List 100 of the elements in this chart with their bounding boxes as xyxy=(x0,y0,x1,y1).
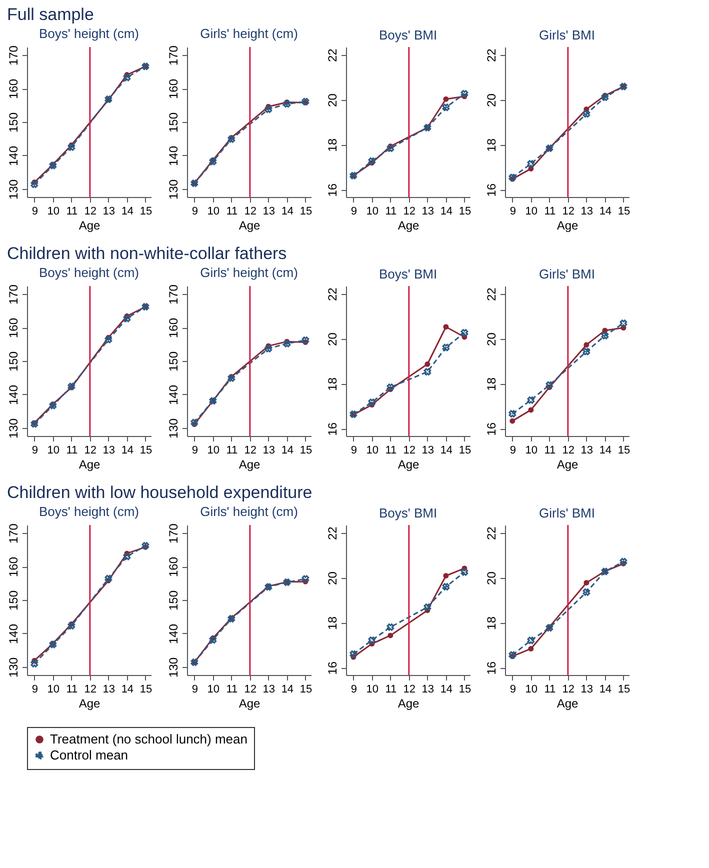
x-axis-title: Age xyxy=(78,458,100,472)
x-axis-title: Age xyxy=(398,458,420,472)
y-tick-label: 20 xyxy=(326,93,340,107)
y-tick-label: 150 xyxy=(166,112,180,133)
x-tick-label: 14 xyxy=(599,684,612,696)
y-tick-label: 150 xyxy=(166,590,180,611)
x-tick-label: 12 xyxy=(84,206,97,218)
x-tick-label: 9 xyxy=(510,444,516,456)
x-tick-label: 11 xyxy=(385,206,397,218)
x-tick-label: 11 xyxy=(226,444,238,456)
x-tick-label: 14 xyxy=(121,684,134,696)
x-axis-title: Age xyxy=(556,696,578,710)
x-tick-label: 9 xyxy=(350,206,357,218)
x-tick-label: 9 xyxy=(192,684,198,696)
x-axis-title: Age xyxy=(238,458,260,472)
x-tick-label: 11 xyxy=(385,444,397,456)
x-tick-label: 14 xyxy=(281,206,294,218)
y-tick-label: 170 xyxy=(166,523,180,544)
x-tick-label: 13 xyxy=(580,444,594,456)
chart-title: Girls' height (cm) xyxy=(200,26,298,42)
chart-title: Boys' BMI xyxy=(378,505,438,520)
x-tick-label: 14 xyxy=(599,444,612,456)
x-tick-label: 13 xyxy=(102,444,116,456)
x-tick-label: 11 xyxy=(226,684,238,696)
chart-title: Girls' BMI xyxy=(539,505,595,520)
x-tick-label: 9 xyxy=(350,684,357,696)
y-tick-label: 140 xyxy=(166,384,180,405)
y-tick-label: 140 xyxy=(6,384,20,405)
x-tick-label: 10 xyxy=(207,444,220,456)
y-tick-label: 22 xyxy=(326,48,340,62)
x-tick-label: 15 xyxy=(618,444,630,456)
legend-label: Control mean xyxy=(50,748,128,762)
x-tick-label: 14 xyxy=(121,444,134,456)
text: Children with low household expenditure xyxy=(7,483,312,502)
y-tick-label: 16 xyxy=(326,183,340,197)
x-tick-label: 12 xyxy=(403,206,416,218)
x-tick-label: 15 xyxy=(140,444,152,456)
x-tick-label: 10 xyxy=(525,444,538,456)
y-tick-label: 22 xyxy=(484,526,498,540)
x-tick-label: 12 xyxy=(403,444,416,456)
y-tick-label: 130 xyxy=(166,418,180,438)
y-tick-label: 18 xyxy=(326,138,340,152)
x-tick-label: 12 xyxy=(244,684,257,696)
x-tick-label: 14 xyxy=(281,684,294,696)
y-tick-label: 160 xyxy=(166,556,180,578)
chart-title: Boys' height (cm) xyxy=(38,504,140,520)
x-tick-label: 14 xyxy=(440,206,453,218)
y-tick-label: 160 xyxy=(166,318,180,338)
x-tick-label: 11 xyxy=(66,444,78,456)
x-axis-title: Age xyxy=(556,218,578,232)
chart-title: Boys' BMI xyxy=(378,27,438,42)
x-tick-label: 13 xyxy=(262,206,276,218)
x-tick-label: 15 xyxy=(300,444,312,456)
y-tick-label: 140 xyxy=(6,624,20,644)
y-tick-label: 22 xyxy=(326,287,340,302)
x-tick-label: 14 xyxy=(440,684,453,696)
x-tick-label: 15 xyxy=(140,206,152,218)
x-tick-label: 9 xyxy=(192,444,198,456)
x-tick-label: 9 xyxy=(32,206,38,218)
x-tick-label: 13 xyxy=(580,206,594,218)
y-tick-label: 140 xyxy=(166,624,180,644)
x-tick-label: 10 xyxy=(366,206,379,218)
y-tick-label: 22 xyxy=(484,48,498,62)
y-tick-label: 130 xyxy=(166,657,180,678)
x-tick-label: 11 xyxy=(66,206,78,218)
x-tick-label: 9 xyxy=(350,444,357,456)
y-tick-label: 16 xyxy=(326,661,340,675)
x-tick-label: 12 xyxy=(562,444,575,456)
x-tick-label: 15 xyxy=(300,206,312,218)
x-axis-title: Age xyxy=(398,696,420,710)
x-tick-label: 12 xyxy=(562,684,575,696)
chart-title: Girls' BMI xyxy=(539,266,595,282)
legend-label: Treatment (no school lunch) mean xyxy=(50,732,248,746)
x-tick-label: 12 xyxy=(562,206,575,218)
x-tick-label: 10 xyxy=(207,684,220,696)
chart-title: Boys' height (cm) xyxy=(38,26,140,42)
x-tick-label: 13 xyxy=(422,444,434,456)
y-tick-label: 170 xyxy=(166,45,180,66)
x-tick-label: 9 xyxy=(192,206,198,218)
y-tick-label: 20 xyxy=(484,571,498,585)
x-axis-title: Age xyxy=(398,218,420,232)
x-tick-label: 12 xyxy=(84,684,97,696)
x-axis-title: Age xyxy=(556,458,578,472)
x-tick-label: 11 xyxy=(544,684,556,696)
x-tick-label: 13 xyxy=(262,444,276,456)
x-tick-label: 13 xyxy=(580,684,594,696)
x-tick-label: 15 xyxy=(458,684,472,696)
y-tick-label: 150 xyxy=(6,590,20,611)
chart-title: Girls' height (cm) xyxy=(200,265,298,280)
x-tick-label: 9 xyxy=(32,684,38,696)
x-tick-label: 14 xyxy=(281,444,294,456)
x-tick-label: 9 xyxy=(32,444,38,456)
y-tick-label: 20 xyxy=(326,332,340,346)
chart-title: Boys' BMI xyxy=(378,266,438,282)
x-tick-label: 13 xyxy=(262,684,276,696)
x-tick-label: 14 xyxy=(121,206,134,218)
y-tick-label: 18 xyxy=(326,377,340,391)
y-tick-label: 140 xyxy=(6,146,20,166)
y-tick-label: 140 xyxy=(166,146,180,166)
x-tick-label: 10 xyxy=(47,444,60,456)
